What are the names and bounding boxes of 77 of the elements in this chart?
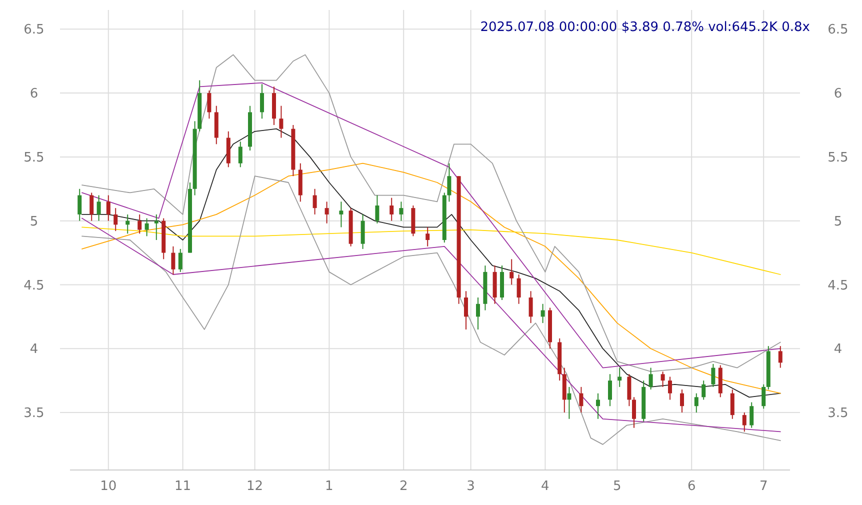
candlestick <box>260 84 264 120</box>
y2-tick-label: 3.5 <box>828 406 848 422</box>
line-series <box>82 218 781 432</box>
candlestick <box>567 386 572 420</box>
candlestick <box>399 201 404 222</box>
candlestick <box>78 188 82 222</box>
line-series <box>82 176 781 445</box>
x-tick-label: 10 <box>100 479 117 494</box>
x-tick-label: 4 <box>541 479 550 494</box>
candlestick <box>312 188 317 215</box>
candlestick <box>516 274 521 304</box>
y2-tick-label: 5 <box>834 214 842 230</box>
candlestick <box>114 208 118 232</box>
candlestick <box>90 192 94 222</box>
candlestick <box>426 226 430 247</box>
text: 2025.07.08 00:00:00 $3.89 0.78% vol:645.2K 0.8x <box>480 20 810 35</box>
candlestick <box>596 392 600 420</box>
candlestick <box>579 386 584 413</box>
x-tick-label: 11 <box>174 479 192 494</box>
y2-tick-label: 5.5 <box>828 150 848 166</box>
candlestick <box>138 214 142 234</box>
candlestick <box>762 384 766 410</box>
x-tick-label: 3 <box>466 479 475 494</box>
candlestick <box>510 258 514 286</box>
candlestick <box>742 412 746 432</box>
y2-tick-label: 6 <box>834 86 842 102</box>
x-tick-label: 5 <box>613 479 622 494</box>
candlestick <box>694 392 698 413</box>
candlestick <box>750 402 754 428</box>
x-tick-label: 1 <box>325 479 334 494</box>
candlestick <box>279 105 284 138</box>
y-tick-label: 6 <box>30 86 38 102</box>
y-tick-label: 4.5 <box>24 278 44 294</box>
candlestick <box>464 290 468 330</box>
candlestick <box>447 162 452 202</box>
candlestick <box>171 246 176 275</box>
line-series <box>82 226 781 275</box>
y2-tick-label: 6.5 <box>828 22 848 38</box>
candlestick <box>668 376 672 400</box>
candlestick <box>730 389 734 420</box>
candlestick <box>207 90 212 120</box>
candlestick <box>680 389 684 413</box>
candlestick <box>702 380 706 400</box>
candlestick <box>660 371 665 388</box>
candlestick <box>608 374 612 407</box>
candlestick <box>324 201 329 224</box>
candlestick <box>648 367 653 390</box>
candlestick <box>540 303 545 324</box>
candlestick <box>96 194 101 222</box>
x-tick-label: 12 <box>246 479 264 494</box>
candlestick <box>618 367 622 388</box>
y-tick-label: 3.5 <box>24 406 44 422</box>
candlestick <box>339 201 344 228</box>
candlestick <box>632 396 636 428</box>
y2-tick-label: 4 <box>834 342 842 358</box>
candlestick <box>375 194 380 224</box>
candlestick <box>476 297 480 330</box>
y-tick-label: 4 <box>30 342 38 358</box>
candlestick <box>144 218 149 237</box>
candlestick <box>390 197 394 222</box>
x-tick-label: 2 <box>399 479 408 494</box>
candlestick <box>126 214 130 234</box>
candlestick <box>528 290 533 324</box>
y-tick-label: 5 <box>30 214 38 230</box>
candlestick <box>178 248 182 272</box>
candlestick <box>154 214 158 240</box>
y2-tick-label: 4.5 <box>828 278 848 294</box>
candlestick <box>627 374 632 407</box>
candlestick <box>360 214 365 250</box>
candlestick <box>711 363 716 388</box>
y-tick-label: 6.5 <box>24 22 44 38</box>
candlestick <box>238 141 242 168</box>
y-tick-label: 5.5 <box>24 150 44 166</box>
candlestick <box>778 346 782 368</box>
x-tick-label: 6 <box>687 479 696 494</box>
candlestick <box>106 194 110 222</box>
x-tick-label: 7 <box>759 479 768 494</box>
